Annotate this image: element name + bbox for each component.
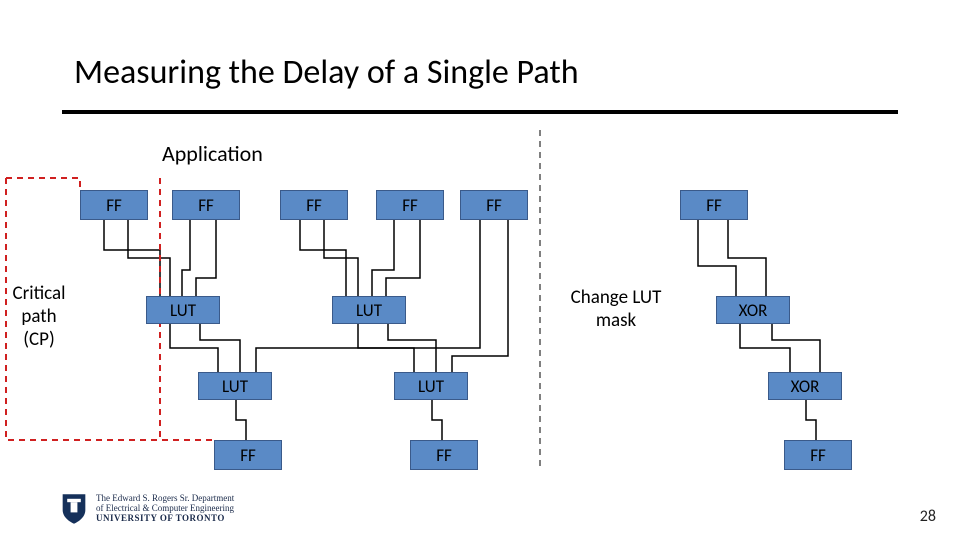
- xor1: XOR: [716, 296, 790, 324]
- lut3: LUT: [198, 372, 272, 400]
- ffb3: FF: [784, 440, 852, 470]
- title-rule: [62, 110, 898, 114]
- application-label: Application: [162, 140, 263, 167]
- xor2: XOR: [768, 372, 842, 400]
- critical-path-label: Criticalpath(CP): [2, 282, 76, 351]
- ffb2: FF: [410, 440, 478, 470]
- ffb1: FF: [214, 440, 282, 470]
- ff5: FF: [460, 190, 528, 220]
- lut2: LUT: [332, 296, 406, 324]
- footer: The Edward S. Rogers Sr. Department of E…: [60, 492, 234, 526]
- ff4: FF: [376, 190, 444, 220]
- ff2: FF: [172, 190, 240, 220]
- ff6: FF: [680, 190, 748, 220]
- uoft-crest-icon: [60, 492, 88, 526]
- lut4: LUT: [394, 372, 468, 400]
- footer-line3: UNIVERSITY OF TORONTO: [96, 514, 234, 524]
- footer-text: The Edward S. Rogers Sr. Department of E…: [96, 494, 234, 524]
- ff3: FF: [280, 190, 348, 220]
- page-title: Measuring the Delay of a Single Path: [74, 52, 579, 93]
- page-number: 28: [920, 507, 936, 526]
- lut1: LUT: [146, 296, 220, 324]
- change-lut-label: Change LUTmask: [546, 286, 686, 332]
- ff1: FF: [80, 190, 148, 220]
